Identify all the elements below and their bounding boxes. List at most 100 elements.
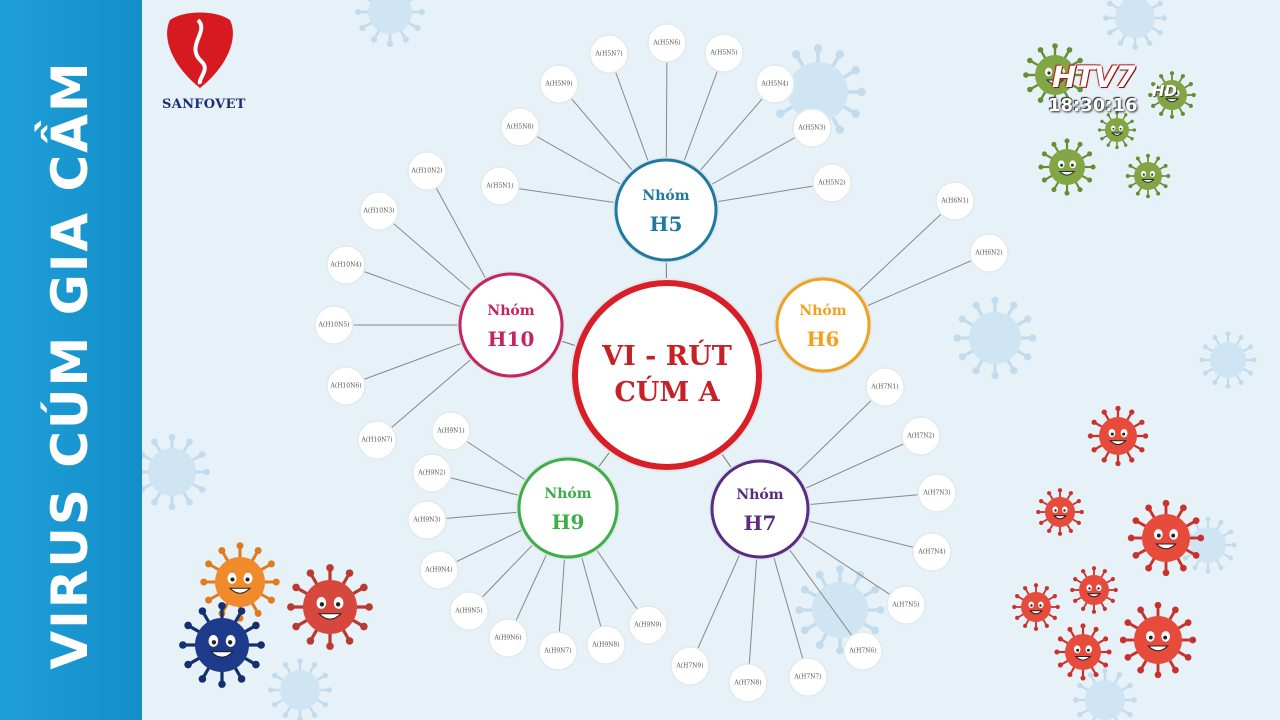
subtype-label: A(H10N3) <box>363 207 395 215</box>
virus-icon <box>355 0 425 47</box>
subtype-bubble <box>407 500 447 540</box>
subtype-label: A(H9N5) <box>455 607 483 615</box>
sidebar-title: VIRUS CÚM GIA CẦM <box>41 60 99 670</box>
subtype-label: A(H5N9) <box>545 80 573 88</box>
subtype-label: A(H9N1) <box>437 427 465 435</box>
subtype-bubble <box>357 420 397 460</box>
subtype-bubble <box>901 416 941 456</box>
cartoon-virus-icon <box>287 564 373 650</box>
group-code-h7: H7 <box>743 511 777 535</box>
logo-name: SANFOVET <box>162 97 246 112</box>
subtype-bubble <box>865 367 905 407</box>
cartoon-virus-icon <box>200 542 280 622</box>
subtype-label: A(H10N4) <box>330 261 362 269</box>
center-label-line2: CÚM A <box>614 377 720 408</box>
subtype-label: A(H9N8) <box>592 641 620 649</box>
group-node-h10 <box>458 272 564 378</box>
subtype-label: A(H10N5) <box>318 321 350 329</box>
center-label-line1: VI - RÚT <box>602 341 732 372</box>
subtype-bubble <box>935 181 975 221</box>
sidebar: VIRUS CÚM GIA CẦM <box>0 0 142 720</box>
subtype-label: A(H6N1) <box>941 197 969 205</box>
virus-icon <box>953 296 1037 380</box>
cartoon-virus-icon <box>1023 43 1087 107</box>
subtype-label: A(H5N7) <box>595 50 623 58</box>
sanfovet-logo-icon <box>167 12 233 88</box>
cartoon-virus-icon <box>1127 499 1205 577</box>
subtype-bubble <box>480 166 520 206</box>
group-label-h5: Nhóm <box>642 188 690 204</box>
subtype-label: A(H7N1) <box>871 383 899 391</box>
group-label-h7: Nhóm <box>736 487 784 503</box>
cartoon-virus-icon <box>179 602 265 688</box>
subtype-bubble <box>628 605 668 645</box>
subtype-label: A(H5N8) <box>506 123 534 131</box>
cartoon-virus-icon <box>1036 488 1084 536</box>
cartoon-virus-icon <box>1012 583 1060 631</box>
channel-logo: HTV7 <box>1046 60 1178 94</box>
group-label-h10: Nhóm <box>487 303 535 319</box>
subtype-label: A(H5N3) <box>798 124 826 132</box>
subtype-label: A(H5N2) <box>818 179 846 187</box>
group-node-h7 <box>710 459 810 559</box>
broadcast-clock: 18:30:16 <box>1048 95 1138 116</box>
subtype-bubble <box>812 163 852 203</box>
subtype-label: A(H7N2) <box>907 432 935 440</box>
subtype-bubble <box>728 663 768 703</box>
subtype-bubble <box>792 108 832 148</box>
subtype-label: A(H9N7) <box>544 647 572 655</box>
center-label: VI - RÚT CÚM A <box>557 339 777 411</box>
subtype-bubble <box>314 305 354 345</box>
cartoon-virus-icon <box>1054 623 1112 681</box>
subtype-label: A(H9N9) <box>634 621 662 629</box>
subtype-bubble <box>670 646 710 686</box>
subtype-bubble <box>912 532 952 572</box>
subtype-label: A(H7N8) <box>734 679 762 687</box>
subtype-label: A(H7N9) <box>676 662 704 670</box>
subtype-bubble <box>419 550 459 590</box>
subtype-bubble <box>969 233 1009 273</box>
subtype-label: A(H9N4) <box>425 566 453 574</box>
group-code-h5: H5 <box>649 212 683 236</box>
subtype-bubble <box>647 23 687 63</box>
subtype-label: A(H7N4) <box>918 548 946 556</box>
subtype-bubble <box>326 366 366 406</box>
cartoon-virus-icon <box>1087 405 1149 467</box>
group-code-h6: H6 <box>806 327 840 351</box>
subtype-label: A(H10N2) <box>411 167 443 175</box>
subtype-bubble <box>407 151 447 191</box>
subtype-label: A(H10N6) <box>330 382 362 390</box>
subtype-bubble <box>326 245 366 285</box>
subtype-label: A(H6N2) <box>975 249 1003 257</box>
subtype-label: A(H9N2) <box>418 469 446 477</box>
subtype-label: A(H5N5) <box>710 49 738 57</box>
subtype-label: A(H10N7) <box>361 436 393 444</box>
subtype-bubble <box>488 618 528 658</box>
subtype-bubble <box>431 411 471 451</box>
subtype-bubble <box>539 64 579 104</box>
subtype-bubble <box>586 625 626 665</box>
cartoon-virus-icon <box>1125 153 1171 199</box>
subtype-label: A(H5N4) <box>761 80 789 88</box>
group-label-h6: Nhóm <box>799 303 847 319</box>
cartoon-virus-icon <box>1148 71 1196 119</box>
group-code-h10: H10 <box>487 327 535 351</box>
subtype-bubble <box>500 107 540 147</box>
subtype-label: A(H7N3) <box>923 489 951 497</box>
subtype-bubble <box>359 191 399 231</box>
center-node <box>572 280 762 470</box>
group-node-h6 <box>775 277 871 373</box>
subtype-label: A(H9N3) <box>413 516 441 524</box>
subtype-label: A(H9N6) <box>494 634 522 642</box>
subtype-bubble <box>788 657 828 697</box>
subtype-bubble <box>843 631 883 671</box>
cartoon-virus-icon <box>1070 566 1118 614</box>
subtype-label: A(H7N5) <box>892 601 920 609</box>
subtype-label: A(H7N7) <box>794 673 822 681</box>
subtype-label: A(H5N6) <box>653 39 681 47</box>
subtype-bubble <box>755 64 795 104</box>
cartoon-virus-icon <box>1038 138 1096 196</box>
subtype-bubble <box>886 585 926 625</box>
